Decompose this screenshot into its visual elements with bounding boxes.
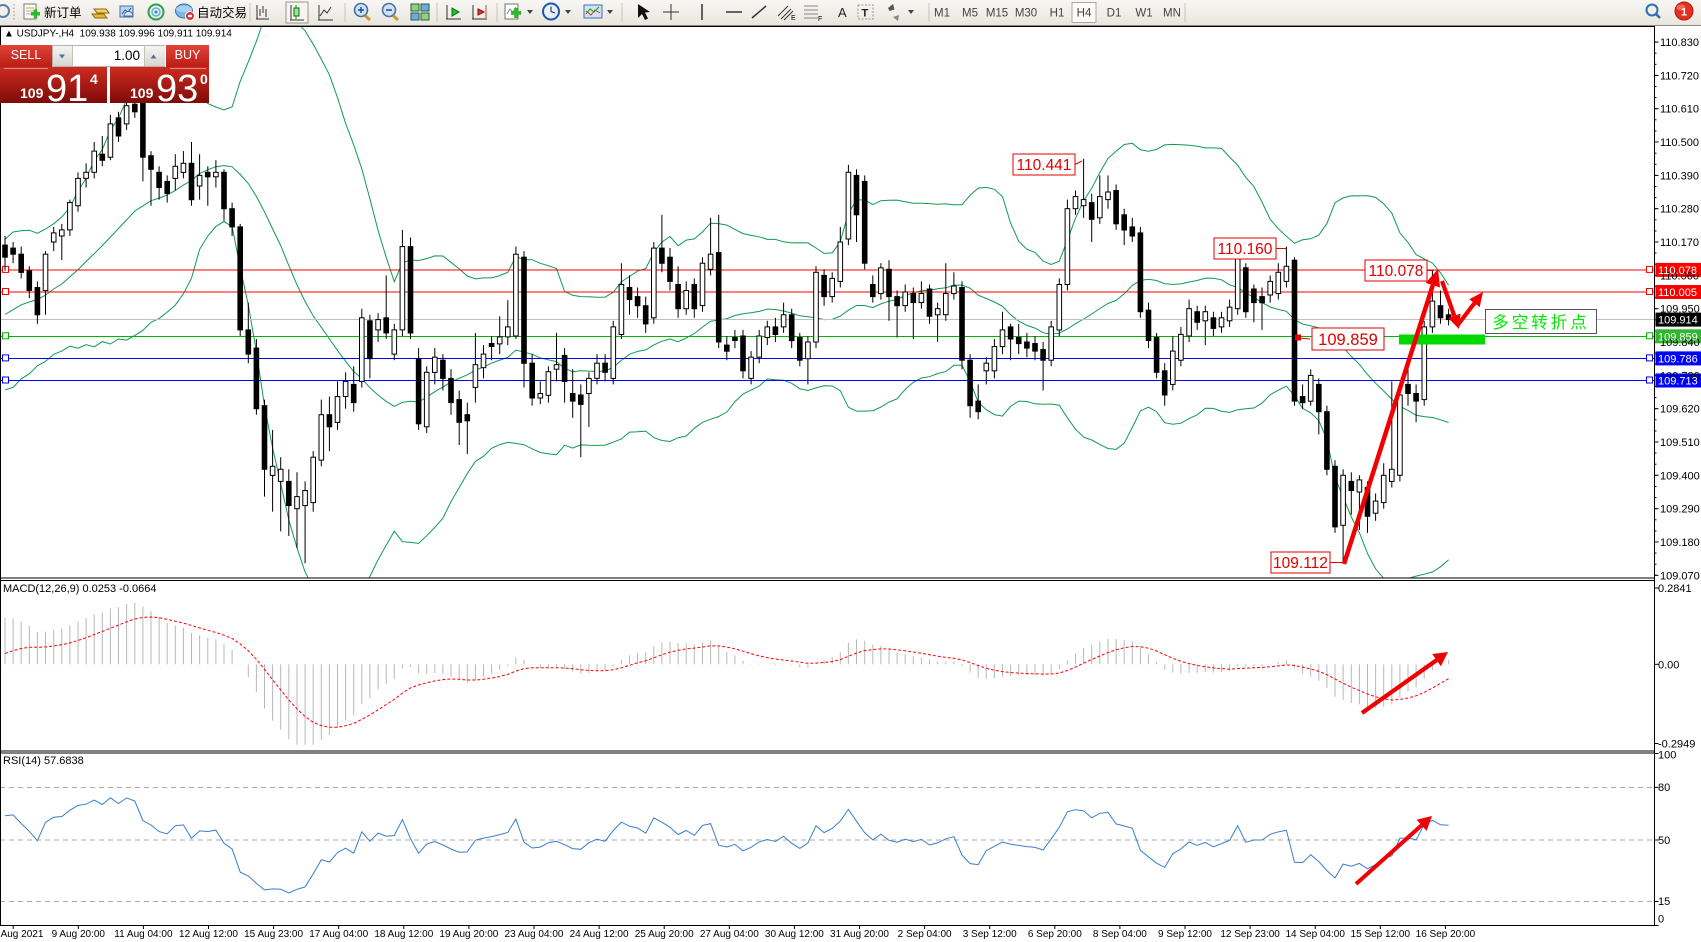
svg-text:M5: M5 — [962, 8, 978, 20]
svg-text:12 Sep 23:00: 12 Sep 23:00 — [1220, 929, 1280, 940]
svg-text:23 Aug 04:00: 23 Aug 04:00 — [505, 929, 564, 940]
svg-text:109.859: 109.859 — [1318, 331, 1378, 349]
svg-text:109.859: 109.859 — [1658, 331, 1698, 343]
svg-text:109.180: 109.180 — [1660, 537, 1700, 549]
svg-text:109.070: 109.070 — [1660, 570, 1700, 582]
svg-text:110.060: 110.060 — [1660, 270, 1699, 282]
svg-text:110.500: 110.500 — [1660, 137, 1699, 149]
svg-text:109.400: 109.400 — [1660, 470, 1700, 482]
svg-text:3 Sep 12:00: 3 Sep 12:00 — [963, 929, 1017, 940]
svg-text:9 Sep 12:00: 9 Sep 12:00 — [1158, 929, 1212, 940]
svg-text:110.280: 110.280 — [1660, 204, 1699, 216]
svg-text:2 Sep 04:00: 2 Sep 04:00 — [898, 929, 952, 940]
svg-text:18 Aug 12:00: 18 Aug 12:00 — [374, 929, 433, 940]
svg-text:31 Aug 20:00: 31 Aug 20:00 — [830, 929, 889, 940]
svg-text:109.840: 109.840 — [1660, 337, 1700, 349]
svg-text:RSI(14) 57.6838: RSI(14) 57.6838 — [3, 755, 84, 767]
svg-text:19 Aug 20:00: 19 Aug 20:00 — [439, 929, 498, 940]
svg-text:MN: MN — [1163, 8, 1181, 20]
svg-text:多空转折点: 多空转折点 — [1492, 313, 1590, 332]
svg-text:15 Sep 12:00: 15 Sep 12:00 — [1351, 929, 1411, 940]
svg-text:17 Aug 04:00: 17 Aug 04:00 — [309, 929, 368, 940]
svg-text:109.786: 109.786 — [1658, 353, 1698, 365]
svg-text:110.170: 110.170 — [1660, 237, 1699, 249]
svg-text:109.914: 109.914 — [1658, 315, 1698, 327]
svg-text:109.620: 109.620 — [1660, 404, 1700, 416]
svg-text:109.730: 109.730 — [1660, 370, 1700, 382]
svg-text:0.00: 0.00 — [1658, 659, 1679, 671]
svg-text:W1: W1 — [1135, 8, 1152, 20]
svg-text:110.610: 110.610 — [1660, 104, 1699, 116]
svg-text:9 Aug 20:00: 9 Aug 20:00 — [52, 929, 106, 940]
svg-text:D1: D1 — [1107, 8, 1122, 20]
svg-text:25 Aug 20:00: 25 Aug 20:00 — [635, 929, 694, 940]
svg-text:109.290: 109.290 — [1660, 504, 1700, 516]
svg-text:110.078: 110.078 — [1658, 265, 1697, 277]
svg-text:100: 100 — [1658, 750, 1676, 762]
svg-text:27 Aug 04:00: 27 Aug 04:00 — [700, 929, 759, 940]
svg-text:14 Sep 04:00: 14 Sep 04:00 — [1285, 929, 1345, 940]
svg-text:0: 0 — [1658, 914, 1664, 926]
svg-text:110.441: 110.441 — [1017, 157, 1072, 174]
svg-text:1: 1 — [1681, 7, 1687, 19]
svg-text:H4: H4 — [1077, 8, 1092, 20]
svg-text:24 Aug 12:00: 24 Aug 12:00 — [570, 929, 629, 940]
svg-text:自动交易: 自动交易 — [197, 5, 247, 20]
svg-text:6 Sep 20:00: 6 Sep 20:00 — [1028, 929, 1082, 940]
svg-text:M30: M30 — [1015, 8, 1037, 20]
svg-text:110.390: 110.390 — [1660, 170, 1699, 182]
svg-text:▲ USDJPY-,H4 109.938 109.996: ▲ USDJPY-,H4 109.938 109.996 109.911 109… — [4, 29, 232, 40]
svg-text:M1: M1 — [934, 8, 950, 20]
svg-text:-0.2949: -0.2949 — [1658, 739, 1695, 751]
svg-text:109.112: 109.112 — [1273, 555, 1328, 572]
svg-text:110.005: 110.005 — [1658, 287, 1697, 299]
svg-text:110.830: 110.830 — [1660, 37, 1699, 49]
svg-text:109.510: 109.510 — [1660, 437, 1700, 449]
svg-text:12 Aug 12:00: 12 Aug 12:00 — [179, 929, 238, 940]
svg-text:80: 80 — [1658, 782, 1670, 794]
svg-text:110.078: 110.078 — [1369, 263, 1424, 280]
svg-text:16 Sep 20:00: 16 Sep 20:00 — [1416, 929, 1476, 940]
svg-text:M15: M15 — [986, 8, 1008, 20]
svg-text:30 Aug 12:00: 30 Aug 12:00 — [765, 929, 824, 940]
svg-text:11 Aug 04:00: 11 Aug 04:00 — [114, 929, 173, 940]
svg-text:Aug 2021: Aug 2021 — [1, 929, 44, 940]
svg-text:15: 15 — [1658, 896, 1670, 908]
svg-text:109.950: 109.950 — [1660, 304, 1700, 316]
svg-text:E: E — [791, 15, 796, 22]
svg-text:新订单: 新订单 — [44, 5, 82, 20]
svg-text:MACD(12,26,9) 0.0253 -0.0664: MACD(12,26,9) 0.0253 -0.0664 — [3, 583, 156, 595]
svg-text:109.713: 109.713 — [1658, 376, 1698, 388]
svg-text:0.2841: 0.2841 — [1658, 583, 1692, 595]
svg-text:T: T — [862, 8, 869, 20]
svg-text:H1: H1 — [1050, 8, 1065, 20]
svg-text:A: A — [838, 5, 847, 20]
svg-text:50: 50 — [1658, 835, 1670, 847]
svg-text:F: F — [818, 16, 822, 23]
svg-text:8 Sep 04:00: 8 Sep 04:00 — [1093, 929, 1147, 940]
svg-text:110.720: 110.720 — [1660, 70, 1699, 82]
svg-text:15 Aug 23:00: 15 Aug 23:00 — [244, 929, 303, 940]
svg-text:110.160: 110.160 — [1218, 241, 1273, 258]
